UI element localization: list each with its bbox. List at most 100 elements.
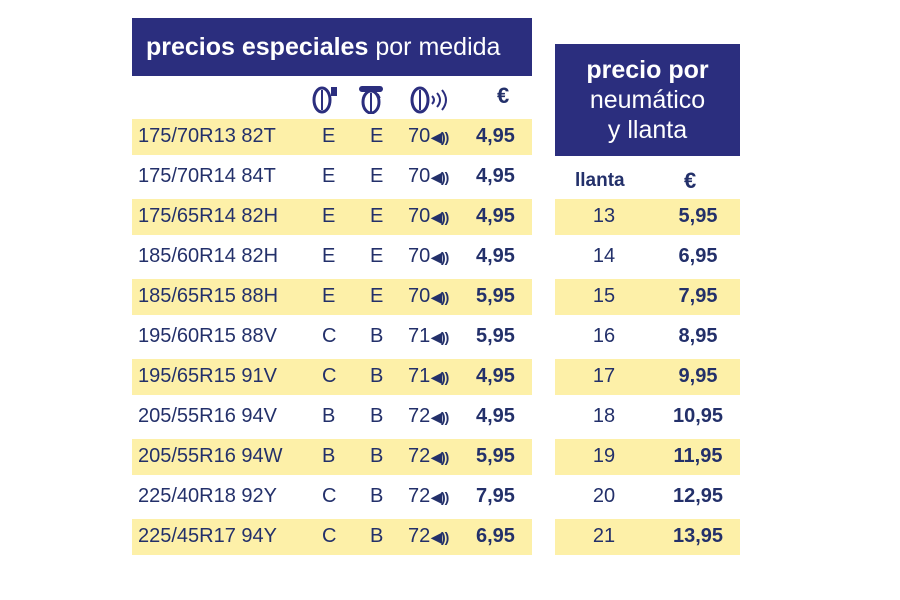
- table-row: 175/70R13 82T E E 4,95 70◀)): [132, 119, 532, 155]
- fuel-rating: C: [322, 485, 337, 507]
- rim-price: 9,95: [678, 365, 718, 387]
- fuel-rating: B: [322, 445, 336, 467]
- fuel-rating: E: [322, 245, 336, 267]
- tire-size: 175/70R13 82T: [138, 125, 276, 147]
- sound-wave-icon: ◀)): [431, 329, 449, 345]
- rim-price: 10,95: [672, 405, 724, 427]
- price: 5,95: [476, 285, 515, 307]
- fuel-rating: E: [322, 165, 336, 187]
- rim-price-column-header: €: [684, 168, 697, 193]
- table-row: 185/65R15 88H E E 5,95 70◀)): [132, 279, 532, 315]
- fuel-rating: B: [322, 405, 336, 427]
- noise-db: 70◀)): [408, 125, 449, 148]
- tire-size: 195/65R15 91V: [138, 365, 278, 387]
- rim-size: 21: [592, 525, 616, 547]
- price: 5,95: [476, 325, 515, 347]
- price: 6,95: [476, 525, 515, 547]
- fuel-rating: C: [322, 525, 337, 547]
- sound-wave-icon: ◀)): [431, 289, 449, 305]
- table-row: 185/60R14 82H E E 4,95 70◀)): [132, 239, 532, 275]
- noise-db: 71◀)): [408, 365, 449, 388]
- rim-price: 8,95: [678, 325, 718, 347]
- rim-price: 13,95: [672, 525, 724, 547]
- noise-db: 70◀)): [408, 285, 449, 308]
- right-table-title: precio por neumático y llanta: [555, 44, 740, 156]
- table-row: 175/70R14 84T E E 4,95 70◀)): [132, 159, 532, 195]
- title-bold: precios especiales: [146, 32, 369, 61]
- rim-row: 21 13,95: [555, 519, 740, 555]
- noise-value: 72: [408, 405, 431, 427]
- wet-grip-rating: E: [370, 125, 384, 147]
- noise-db: 70◀)): [408, 165, 449, 188]
- wet-grip-rating: B: [370, 405, 384, 427]
- noise-db: 71◀)): [408, 325, 449, 348]
- tire-size: 225/40R18 92Y: [138, 485, 278, 507]
- wet-grip-rating: B: [370, 325, 384, 347]
- rim-size: 15: [592, 285, 616, 307]
- wet-grip-rating: B: [370, 485, 384, 507]
- sound-wave-icon: ◀)): [431, 249, 449, 265]
- noise-value: 72: [408, 445, 431, 467]
- rim-size: 19: [592, 445, 616, 467]
- tire-size: 185/60R14 82H: [138, 245, 279, 267]
- tire-size: 175/70R14 84T: [138, 165, 276, 187]
- noise-db: 72◀)): [408, 485, 449, 508]
- price: 4,95: [476, 125, 515, 147]
- rim-row: 15 7,95: [555, 279, 740, 315]
- tire-size: 225/45R17 94Y: [138, 525, 278, 547]
- rim-row: 14 6,95: [555, 239, 740, 275]
- rim-size: 14: [592, 245, 616, 267]
- tire-size: 205/55R16 94V: [138, 405, 278, 427]
- title-line-2: neumático: [589, 86, 706, 114]
- sound-wave-icon: ◀)): [431, 129, 449, 145]
- rim-row: 13 5,95: [555, 199, 740, 235]
- tire-size: 175/65R14 82H: [138, 205, 279, 227]
- wet-grip-tire-icon: [359, 86, 383, 114]
- rim-row: 20 12,95: [555, 479, 740, 515]
- rim-row: 16 8,95: [555, 319, 740, 355]
- table-row: 205/55R16 94V B B 4,95 72◀)): [132, 399, 532, 435]
- noise-value: 72: [408, 485, 431, 507]
- wet-grip-rating: B: [370, 445, 384, 467]
- noise-db: 72◀)): [408, 525, 449, 548]
- price: 4,95: [476, 365, 515, 387]
- rim-size: 18: [592, 405, 616, 427]
- tire-size: 195/60R15 88V: [138, 325, 278, 347]
- fuel-rating: E: [322, 205, 336, 227]
- left-table-title: precios especiales por medida: [132, 18, 532, 76]
- price: 5,95: [476, 445, 515, 467]
- rim-price: 11,95: [673, 445, 723, 467]
- noise-value: 70: [408, 205, 431, 227]
- noise-value: 71: [408, 325, 431, 347]
- table-row: 225/45R17 94Y C B 6,95 72◀)): [132, 519, 532, 555]
- sound-wave-icon: ◀)): [431, 169, 449, 185]
- title-line-3: y llanta: [607, 116, 688, 144]
- tire-size: 205/55R16 94W: [138, 445, 283, 467]
- table-row: 175/65R14 82H E E 4,95 70◀)): [132, 199, 532, 235]
- wet-grip-rating: B: [370, 365, 384, 387]
- table-row: 205/55R16 94W B B 5,95 72◀)): [132, 439, 532, 475]
- wet-grip-rating: B: [370, 525, 384, 547]
- sound-wave-icon: ◀)): [431, 209, 449, 225]
- title-line-1: precio por: [586, 56, 709, 84]
- rim-row: 19 11,95: [555, 439, 740, 475]
- sound-wave-icon: ◀)): [431, 449, 449, 465]
- wet-grip-rating: E: [370, 285, 384, 307]
- wet-grip-rating: E: [370, 165, 384, 187]
- fuel-rating: E: [322, 125, 336, 147]
- rim-price: 7,95: [678, 285, 718, 307]
- noise-value: 71: [408, 365, 431, 387]
- fuel-rating: C: [322, 365, 337, 387]
- noise-value: 70: [408, 125, 431, 147]
- noise-tire-icon: [410, 86, 447, 114]
- price: 4,95: [476, 165, 515, 187]
- sound-wave-icon: ◀)): [431, 409, 449, 425]
- rim-size: 16: [592, 325, 616, 347]
- noise-value: 70: [408, 165, 431, 187]
- noise-value: 70: [408, 285, 431, 307]
- wet-grip-rating: E: [370, 205, 384, 227]
- tire-size: 185/65R15 88H: [138, 285, 279, 307]
- table-row: 195/65R15 91V C B 4,95 71◀)): [132, 359, 532, 395]
- fuel-rating: C: [322, 325, 337, 347]
- table-row: 225/40R18 92Y C B 7,95 72◀)): [132, 479, 532, 515]
